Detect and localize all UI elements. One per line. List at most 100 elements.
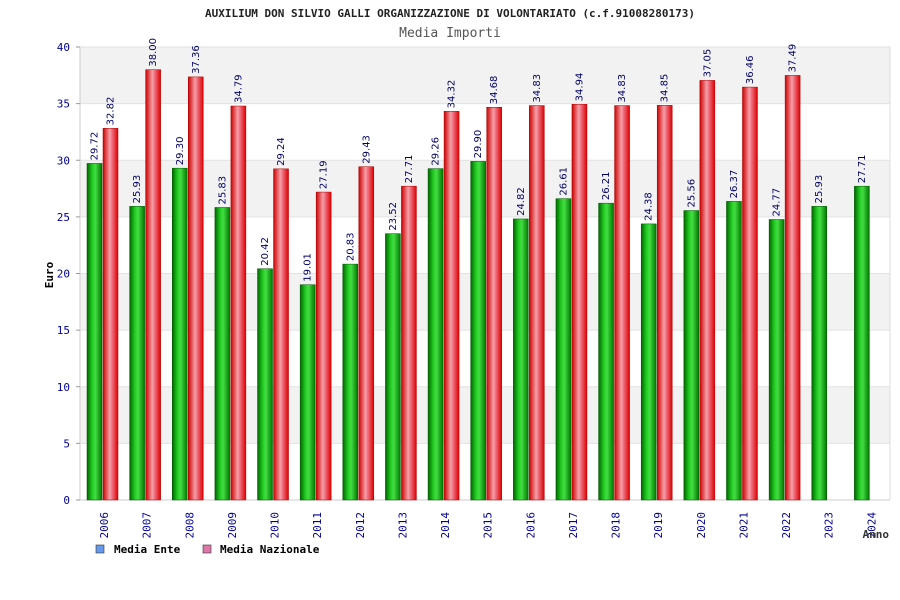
data-label: 20.42: [260, 237, 271, 266]
bar-media-nazionale: [742, 86, 758, 501]
bar-media-nazionale: [443, 111, 460, 501]
data-label: 29.43: [361, 135, 372, 164]
data-label: 25.93: [132, 175, 143, 204]
data-label: 24.82: [516, 187, 527, 216]
x-tick-label: 2006: [98, 512, 111, 539]
data-label: 25.56: [686, 179, 697, 208]
y-tick-label: 20: [57, 268, 70, 281]
bar-media-ente: [342, 263, 359, 501]
bar-media-ente: [86, 163, 103, 501]
x-tick-label: 2018: [610, 512, 623, 539]
bar-media-nazionale: [273, 168, 289, 501]
bar-media-ente: [640, 223, 657, 501]
data-label: 34.79: [233, 74, 244, 103]
bar-media-nazionale: [358, 166, 375, 501]
bar-media-ente: [513, 218, 529, 501]
bars: [86, 69, 870, 501]
legend-label-media-nazionale: Media Nazionale: [220, 543, 320, 556]
data-label: 38.00: [148, 38, 159, 67]
data-label: 27.71: [404, 155, 415, 184]
data-label: 27.71: [857, 155, 868, 184]
data-label: 34.94: [574, 73, 585, 102]
bar-media-ente: [811, 206, 827, 501]
data-label: 34.83: [532, 74, 543, 103]
data-label: 24.38: [644, 192, 655, 221]
bar-media-ente: [299, 284, 316, 501]
bar-media-ente: [683, 210, 700, 501]
data-label: 24.77: [772, 188, 783, 217]
bar-media-ente: [598, 202, 614, 501]
data-label: 29.26: [431, 137, 442, 166]
data-label: 26.21: [601, 172, 612, 201]
data-label: 34.32: [447, 80, 458, 109]
x-tick-label: 2024: [865, 512, 878, 539]
data-label: 26.61: [558, 167, 569, 196]
y-tick-label: 35: [57, 98, 70, 111]
data-label: 29.72: [90, 132, 101, 161]
bar-media-ente: [214, 207, 231, 501]
x-tick-label: 2019: [652, 512, 665, 539]
x-tick-label: 2015: [482, 512, 495, 539]
data-label: 37.49: [788, 44, 799, 73]
bar-media-nazionale: [315, 191, 332, 501]
bar-media-nazionale: [614, 105, 630, 501]
bar-media-nazionale: [571, 104, 588, 501]
bar-media-nazionale: [230, 105, 247, 501]
data-label: 29.90: [473, 130, 484, 159]
x-tick-label: 2021: [737, 512, 750, 539]
data-label: 23.52: [388, 202, 399, 231]
x-tick-label: 2008: [183, 512, 196, 539]
y-axis-label: Euro: [43, 261, 56, 288]
data-label: 20.83: [345, 232, 356, 261]
bar-media-ente: [555, 198, 572, 501]
x-tick-label: 2017: [567, 512, 580, 539]
data-label: 36.46: [745, 55, 756, 84]
bar-media-ente: [129, 206, 145, 501]
y-tick-label: 5: [63, 437, 70, 450]
x-axis-label: Anno: [863, 528, 890, 541]
legend-label-media-ente: Media Ente: [114, 543, 181, 556]
bar-media-nazionale: [656, 105, 673, 501]
bar-media-nazionale: [699, 80, 716, 501]
bar-media-nazionale: [486, 106, 502, 501]
data-label: 19.01: [303, 253, 314, 282]
x-axis-ticks: 2006 2007 2008 2009 2010 2011 2012 2013 2014 2015…: [98, 512, 878, 539]
y-tick-label: 25: [57, 211, 70, 224]
chart-title: AUXILIUM DON SILVIO GALLI ORGANIZZAZIONE…: [205, 7, 695, 20]
bar-media-ente: [726, 201, 742, 501]
legend-swatch-media-nazionale: [202, 544, 212, 554]
x-tick-label: 2012: [354, 512, 367, 539]
x-tick-label: 2011: [311, 512, 324, 539]
data-label: 25.83: [217, 176, 228, 205]
bar-media-ente: [385, 233, 401, 501]
bar-media-ente: [257, 268, 273, 501]
data-label: 29.24: [276, 137, 287, 166]
data-label: 34.85: [660, 74, 671, 103]
y-tick-label: 10: [57, 381, 70, 394]
data-label: 27.19: [319, 160, 330, 189]
x-tick-label: 2013: [396, 512, 409, 539]
x-tick-label: 2014: [439, 512, 452, 539]
bar-media-ente: [427, 168, 444, 501]
bar-media-ente: [768, 219, 785, 501]
data-label: 37.36: [191, 45, 202, 74]
bar-media-nazionale: [784, 75, 801, 501]
x-tick-label: 2010: [269, 512, 282, 539]
data-labels: 29.72 32.82 25.93 38.00 29.30 37.36 25.83 34.79…: [90, 38, 868, 282]
chart-subtitle: Media Importi: [399, 26, 501, 41]
data-label: 26.37: [729, 170, 740, 199]
bar-media-ente: [854, 185, 870, 501]
x-tick-label: 2020: [695, 512, 708, 539]
bar-media-nazionale: [145, 69, 161, 501]
data-label: 34.68: [489, 76, 500, 105]
data-label: 37.05: [702, 49, 713, 78]
x-tick-label: 2023: [823, 512, 836, 539]
bar-media-nazionale: [188, 76, 204, 501]
x-tick-label: 2022: [780, 512, 793, 539]
x-tick-label: 2016: [524, 512, 537, 539]
y-axis-ticks: 0 5 10 15 20 25 30 35 40: [57, 41, 80, 507]
bar-media-ente: [470, 161, 486, 501]
y-tick-label: 15: [57, 324, 70, 337]
y-tick-label: 40: [57, 41, 70, 54]
